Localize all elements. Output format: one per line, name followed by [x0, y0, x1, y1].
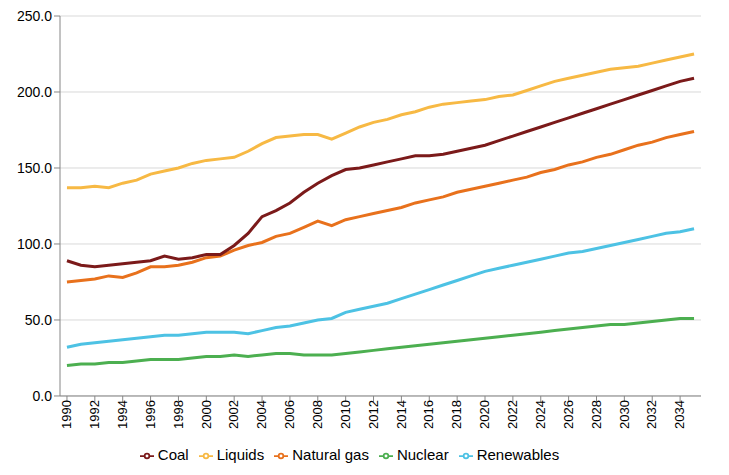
svg-text:1994: 1994	[115, 400, 130, 429]
svg-text:2018: 2018	[449, 400, 464, 429]
html-text:Natural gas: Natural gas	[292, 446, 369, 463]
html-text:Nuclear: Nuclear	[396, 446, 449, 463]
html-text:Liquids: Liquids	[216, 446, 265, 463]
svg-text:50.0: 50.0	[25, 312, 52, 328]
svg-text:2022: 2022	[505, 400, 520, 429]
svg-text:250.0: 250.0	[17, 8, 52, 24]
svg-text:150.0: 150.0	[17, 160, 52, 176]
svg-text:2034: 2034	[672, 400, 687, 429]
svg-text:2010: 2010	[338, 400, 353, 429]
html-text:Coal: Coal	[157, 446, 189, 463]
svg-text:1996: 1996	[143, 400, 158, 429]
svg-text:2002: 2002	[226, 400, 241, 429]
svg-text:2000: 2000	[199, 400, 214, 429]
svg-text:100.0: 100.0	[17, 236, 52, 252]
html-text:Renewables: Renewables	[476, 446, 560, 463]
svg-text:2014: 2014	[394, 400, 409, 429]
svg-text:2012: 2012	[366, 400, 381, 429]
svg-text:2030: 2030	[617, 400, 632, 429]
svg-text:2032: 2032	[644, 400, 659, 429]
svg-text:2026: 2026	[561, 400, 576, 429]
svg-text:2004: 2004	[254, 400, 269, 429]
svg-text:2008: 2008	[310, 400, 325, 429]
svg-text:1998: 1998	[171, 400, 186, 429]
svg-text:2028: 2028	[589, 400, 604, 429]
svg-text:0.0: 0.0	[33, 388, 53, 404]
svg-text:2024: 2024	[533, 400, 548, 429]
svg-text:200.0: 200.0	[17, 84, 52, 100]
svg-text:2016: 2016	[422, 400, 437, 429]
svg-text:1992: 1992	[87, 400, 102, 429]
svg-text:2020: 2020	[477, 400, 492, 429]
svg-text:2006: 2006	[282, 400, 297, 429]
svg-text:1990: 1990	[59, 400, 74, 429]
